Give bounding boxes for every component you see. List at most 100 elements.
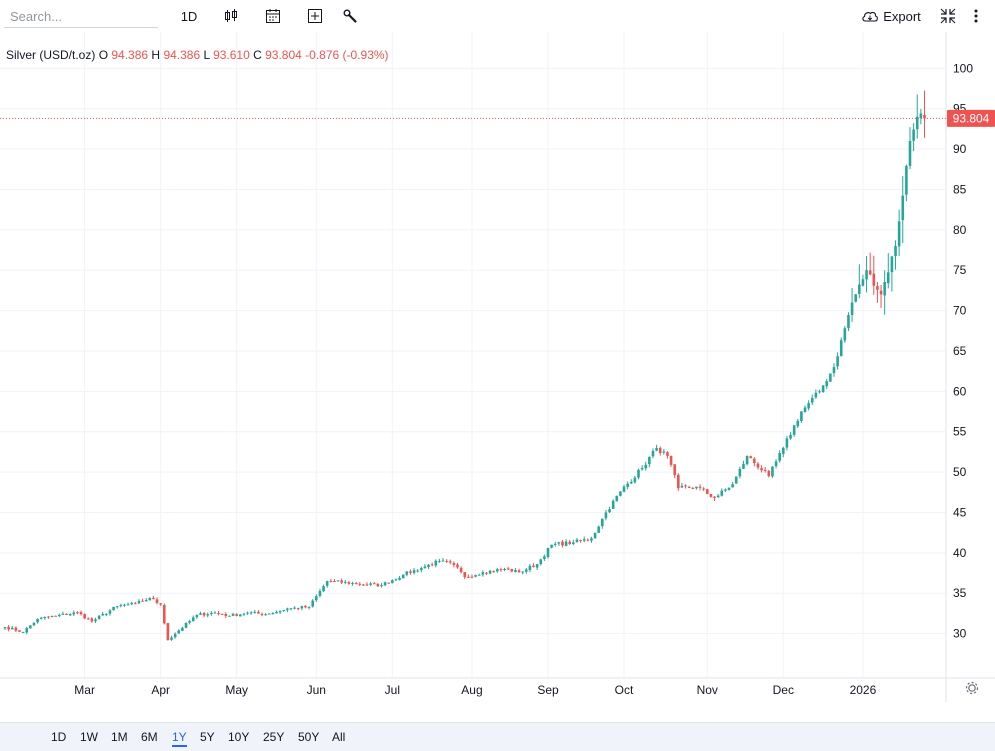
calendar-icon[interactable] <box>261 4 285 28</box>
gear-icon[interactable] <box>965 681 979 695</box>
candle-body <box>648 457 651 465</box>
candle-body <box>687 486 691 488</box>
candle <box>923 90 926 138</box>
interval-button[interactable]: 1D <box>180 8 198 24</box>
range-25y[interactable]: 25Y <box>263 730 285 744</box>
candle-body <box>409 571 412 573</box>
candles-icon[interactable] <box>219 4 243 28</box>
candle <box>847 312 850 332</box>
candle-body <box>905 165 908 195</box>
candle-body <box>343 581 347 583</box>
range-1m[interactable]: 1M <box>111 730 128 744</box>
candle <box>796 418 800 428</box>
candle-body <box>365 584 369 586</box>
candle <box>561 539 564 548</box>
candle-body <box>3 627 7 629</box>
candle-body <box>532 565 535 568</box>
candle-body <box>861 279 865 286</box>
candle-body <box>242 613 246 615</box>
candle <box>249 611 253 615</box>
candle-body <box>644 464 648 469</box>
candle <box>763 466 767 473</box>
add-indicator-icon[interactable] <box>303 4 327 28</box>
candle <box>47 616 50 619</box>
range-6m[interactable]: 6M <box>141 730 158 744</box>
range-1y[interactable]: 1Y <box>172 730 187 747</box>
candle-body <box>818 391 821 393</box>
search-input[interactable] <box>4 6 158 28</box>
candle <box>358 582 362 587</box>
candle <box>112 606 115 611</box>
candle <box>29 625 32 629</box>
candle-body <box>202 612 206 616</box>
candle <box>3 626 7 630</box>
candle-body <box>278 610 282 613</box>
collapse-icon[interactable] <box>937 4 959 28</box>
candle <box>220 613 224 616</box>
candle-body <box>112 606 115 611</box>
candle-body <box>76 612 79 614</box>
wrench-icon[interactable] <box>338 4 362 28</box>
candle <box>369 582 372 587</box>
candle-body <box>199 613 202 615</box>
candle <box>572 539 575 546</box>
candle <box>622 484 626 493</box>
candle <box>181 626 184 632</box>
candle-body <box>579 540 582 542</box>
candle <box>818 389 821 394</box>
candle-body <box>510 568 514 572</box>
candle-body <box>698 486 702 488</box>
candle <box>300 605 304 611</box>
candle <box>825 378 829 389</box>
candle <box>821 385 825 393</box>
candle <box>25 626 29 635</box>
candle-body <box>796 420 800 427</box>
candle <box>343 579 347 585</box>
candle-body <box>553 543 557 545</box>
candle-body <box>792 425 796 435</box>
candle <box>441 558 445 562</box>
candle <box>286 607 289 613</box>
candle-body <box>126 604 130 606</box>
candle <box>184 622 188 629</box>
range-1w[interactable]: 1W <box>80 730 98 744</box>
candle <box>477 573 481 576</box>
range-50y[interactable]: 50Y <box>298 730 320 744</box>
candle-body <box>629 481 633 484</box>
candle-body <box>293 607 296 609</box>
candle-body <box>894 245 897 257</box>
candle <box>771 466 774 478</box>
candle-body <box>727 487 731 490</box>
y-tick-label: 60 <box>953 384 967 398</box>
candle <box>36 618 39 624</box>
candle <box>593 532 597 539</box>
candle <box>420 566 423 573</box>
candle-body <box>499 569 503 571</box>
candle-body <box>814 392 818 398</box>
cloud-download-icon <box>862 11 879 22</box>
candle <box>130 601 133 606</box>
range-5y[interactable]: 5Y <box>200 730 215 744</box>
candle <box>640 465 644 471</box>
candle-body <box>398 577 401 580</box>
candle-body <box>246 612 249 614</box>
range-10y[interactable]: 10Y <box>228 730 250 744</box>
range-all[interactable]: All <box>332 730 346 744</box>
candle-body <box>485 572 488 574</box>
range-1d[interactable]: 1D <box>51 730 67 744</box>
candle-body <box>228 615 231 617</box>
candle-body <box>275 611 278 614</box>
candle-body <box>593 532 597 539</box>
candle-body <box>843 328 847 341</box>
more-icon[interactable] <box>966 4 986 28</box>
candle-body <box>387 582 391 584</box>
candle-body <box>206 614 210 616</box>
legend-close: 93.804 <box>265 48 302 62</box>
candle <box>687 485 691 488</box>
y-tick-label: 55 <box>953 425 967 439</box>
candle <box>18 630 21 633</box>
legend-high: 94.386 <box>163 48 201 62</box>
export-button[interactable]: Export <box>859 4 923 28</box>
